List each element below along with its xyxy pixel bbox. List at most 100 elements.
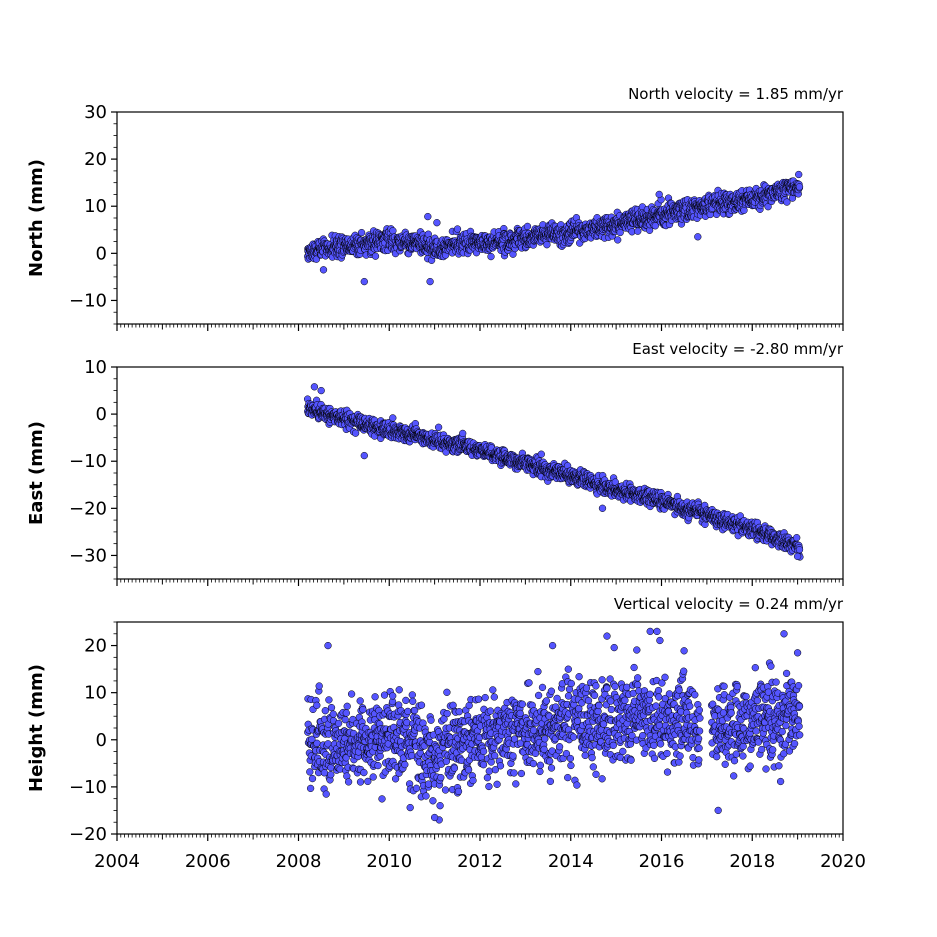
height-data-point [536,761,545,769]
height-data-point [547,764,556,772]
height-data-point [356,778,365,786]
height-data-point [525,679,533,687]
east-y-tick-label: −20 [69,498,107,519]
north-velocity-label: North velocity = 1.85 mm/yr [628,85,844,103]
height-data-point [598,775,606,783]
height-data-point [443,688,451,696]
height-data-point [395,686,403,694]
height-data-point [313,701,321,709]
north-panel: North velocity = 1.85 mm/yr North (mm) −… [26,85,844,331]
east-panel: East velocity = -2.80 mm/yr East (mm) −3… [26,340,844,586]
height-data-point [450,764,459,772]
height-data-point [437,773,445,782]
height-data-point [536,767,544,776]
height-data-point [464,766,473,774]
height-data-point [409,697,417,705]
height-data-point [454,787,463,796]
height-data-point [566,754,575,763]
height-data-point [575,673,583,681]
east-points [303,383,804,561]
height-data-point [493,780,501,788]
height-data-point [306,768,314,776]
east-y-tick-label: −30 [69,545,107,566]
height-data-point [378,795,386,803]
height-data-point [380,691,389,699]
height-data-point [429,797,437,805]
north-data-point [453,225,462,233]
height-data-point [401,760,409,769]
height-data-point [359,705,367,714]
east-y-tick-label: 10 [84,357,107,378]
height-data-point [436,802,444,810]
height-data-point [517,769,526,778]
north-outlier-point [655,190,663,199]
height-data-point [325,696,333,704]
north-y-tick-label: −10 [69,290,107,311]
north-data-point [795,170,803,179]
height-data-point [538,683,547,692]
height-data-point [564,773,572,782]
height-data-point [479,747,488,756]
height-data-point [327,771,335,779]
north-data-point [616,228,624,237]
east-data-point [795,546,804,554]
height-data-point [308,774,317,783]
north-data-point [523,222,532,231]
height-data-point [589,763,597,771]
north-y-tick-label: 0 [96,243,107,264]
east-outlier-point [793,552,802,561]
east-ticks: −30 −20 −10 0 10 [69,357,844,586]
height-data-point [598,676,606,684]
height-data-point [534,691,543,700]
height-data-point [584,696,593,705]
height-data-point [342,754,350,762]
height-data-point [321,707,329,715]
north-points [304,170,804,286]
height-data-point [469,776,477,785]
height-data-point [356,697,364,705]
height-data-point [315,682,323,690]
height-data-point [510,769,518,777]
east-data-point [434,423,443,431]
east-y-tick-label: 0 [96,404,107,425]
north-outlier-point [360,277,368,286]
height-data-point [417,701,426,709]
height-data-point [490,693,498,701]
height-data-point [555,743,564,751]
north-outlier-point [424,212,432,221]
height-data-point [322,790,330,798]
height-data-point [496,762,505,770]
north-data-point [487,252,495,261]
height-data-point [408,691,416,699]
height-data-point [369,773,377,781]
height-data-point [512,780,520,788]
height-data-point [590,691,599,700]
height-data-point [547,687,556,695]
height-data-point [491,752,499,760]
height-data-point [474,695,483,703]
east-velocity-label: East velocity = -2.80 mm/yr [632,340,844,358]
height-data-point [406,803,414,812]
north-outlier-point [426,277,434,286]
height-data-point [595,701,603,710]
height-velocity-label: Vertical velocity = 0.24 mm/yr [614,595,844,613]
height-data-point [374,761,382,770]
height-data-point [546,757,554,765]
north-outlier-point [694,233,702,241]
north-axes-frame [116,111,844,325]
height-data-point [592,682,600,690]
height-data-point [329,710,337,718]
height-data-point [422,792,430,800]
east-y-tick-label: −10 [69,451,107,472]
height-data-point [313,739,321,747]
height-data-point [541,735,549,743]
height-panel: Vertical velocity = 0.24 mm/yr Height (m… [26,595,866,872]
north-data-point [371,252,380,260]
height-data-point [567,761,575,770]
height-data-point [483,774,492,782]
height-data-point [485,767,493,775]
east-y-axis-label: East (mm) [26,421,47,525]
height-data-point [581,751,589,760]
